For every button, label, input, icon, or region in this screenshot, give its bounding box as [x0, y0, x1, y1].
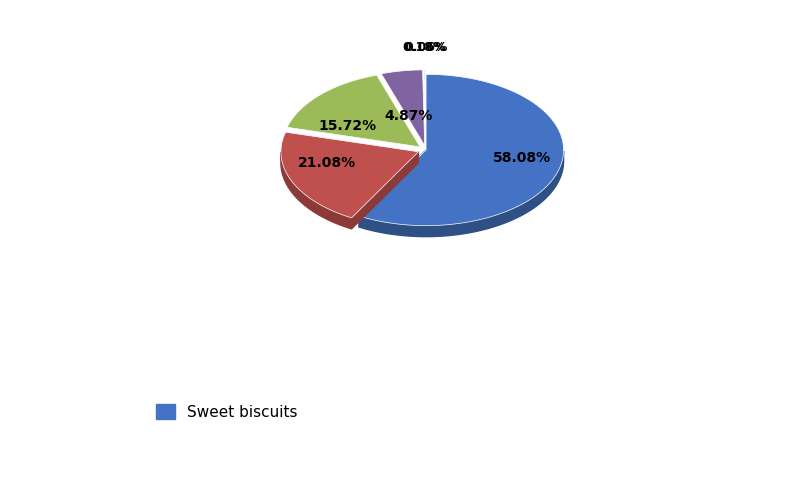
Text: 15.72%: 15.72%: [319, 120, 377, 133]
Legend: Sweet biscuits: Sweet biscuits: [150, 397, 303, 426]
Polygon shape: [359, 151, 564, 237]
Text: 21.08%: 21.08%: [298, 157, 356, 170]
Text: 0.18%: 0.18%: [402, 41, 446, 54]
Polygon shape: [381, 70, 424, 145]
Text: 58.08%: 58.08%: [493, 150, 551, 164]
Polygon shape: [281, 152, 351, 229]
Polygon shape: [281, 132, 418, 218]
Polygon shape: [359, 150, 426, 227]
Polygon shape: [424, 70, 426, 145]
Polygon shape: [359, 74, 564, 225]
Polygon shape: [287, 75, 420, 147]
Text: 0.06%: 0.06%: [404, 41, 447, 54]
Text: 4.87%: 4.87%: [384, 109, 432, 123]
Polygon shape: [351, 152, 418, 229]
